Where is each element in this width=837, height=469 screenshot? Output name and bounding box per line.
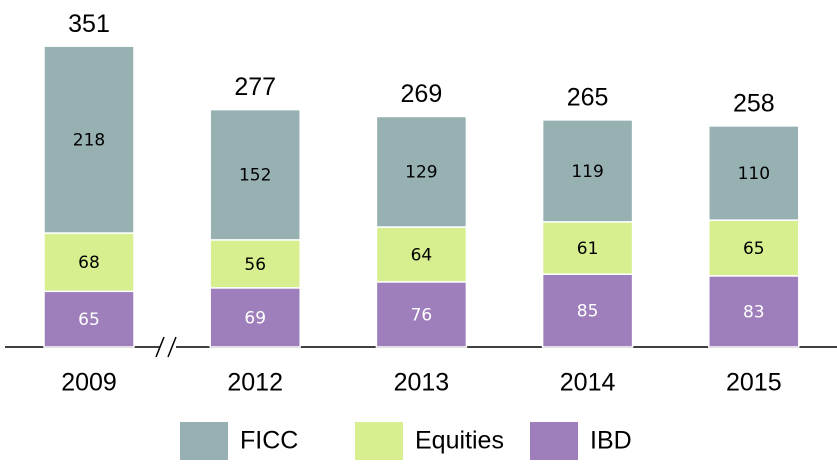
bar-segment: [375, 115, 468, 228]
bar-segment: [209, 239, 301, 289]
segment-label: 65: [743, 239, 765, 259]
bar-segment: [708, 125, 800, 221]
segment-label: 68: [78, 253, 100, 273]
segment-label: 129: [405, 163, 437, 183]
segment-label: 64: [411, 245, 433, 265]
x-tick-label: 2009: [61, 369, 117, 397]
axis-break: [155, 336, 165, 358]
x-tick-label: 2012: [227, 369, 283, 397]
bar-segment: [541, 221, 634, 275]
legend-label: FICC: [240, 427, 298, 455]
legend-swatch: [530, 422, 578, 460]
bar-segment: [375, 281, 468, 348]
total-label: 351: [68, 10, 110, 38]
segment-label: 83: [743, 302, 765, 322]
bar-segment: [43, 45, 135, 234]
segment-label: 76: [411, 305, 433, 325]
x-tick-label: 2015: [726, 369, 782, 397]
bar-segment: [43, 290, 135, 348]
x-tick-label: 2014: [560, 369, 616, 397]
total-label: 265: [567, 84, 609, 112]
segment-label: 119: [571, 162, 603, 182]
segment-label: 85: [577, 302, 599, 322]
x-tick-label: 2013: [394, 369, 450, 397]
legend-swatch: [355, 422, 403, 460]
legend-label: IBD: [590, 427, 632, 455]
segment-label: 65: [78, 310, 100, 330]
legend-swatch: [180, 422, 228, 460]
bar-segment: [541, 119, 634, 223]
segment-label: 61: [577, 239, 599, 259]
legend-label: Equities: [415, 427, 504, 455]
segment-label: 110: [738, 164, 770, 184]
bar-segment: [708, 275, 800, 348]
total-label: 258: [733, 90, 775, 118]
segment-label: 152: [239, 166, 271, 186]
bar-segment: [375, 226, 468, 283]
segment-label: 56: [244, 255, 266, 275]
total-label: 269: [401, 80, 443, 108]
bar-segment: [209, 108, 301, 241]
total-label: 277: [234, 73, 276, 101]
segment-label: 218: [73, 131, 105, 151]
bar-segment: [209, 287, 301, 348]
segment-label: 69: [244, 308, 266, 328]
axis-break: [167, 336, 177, 358]
